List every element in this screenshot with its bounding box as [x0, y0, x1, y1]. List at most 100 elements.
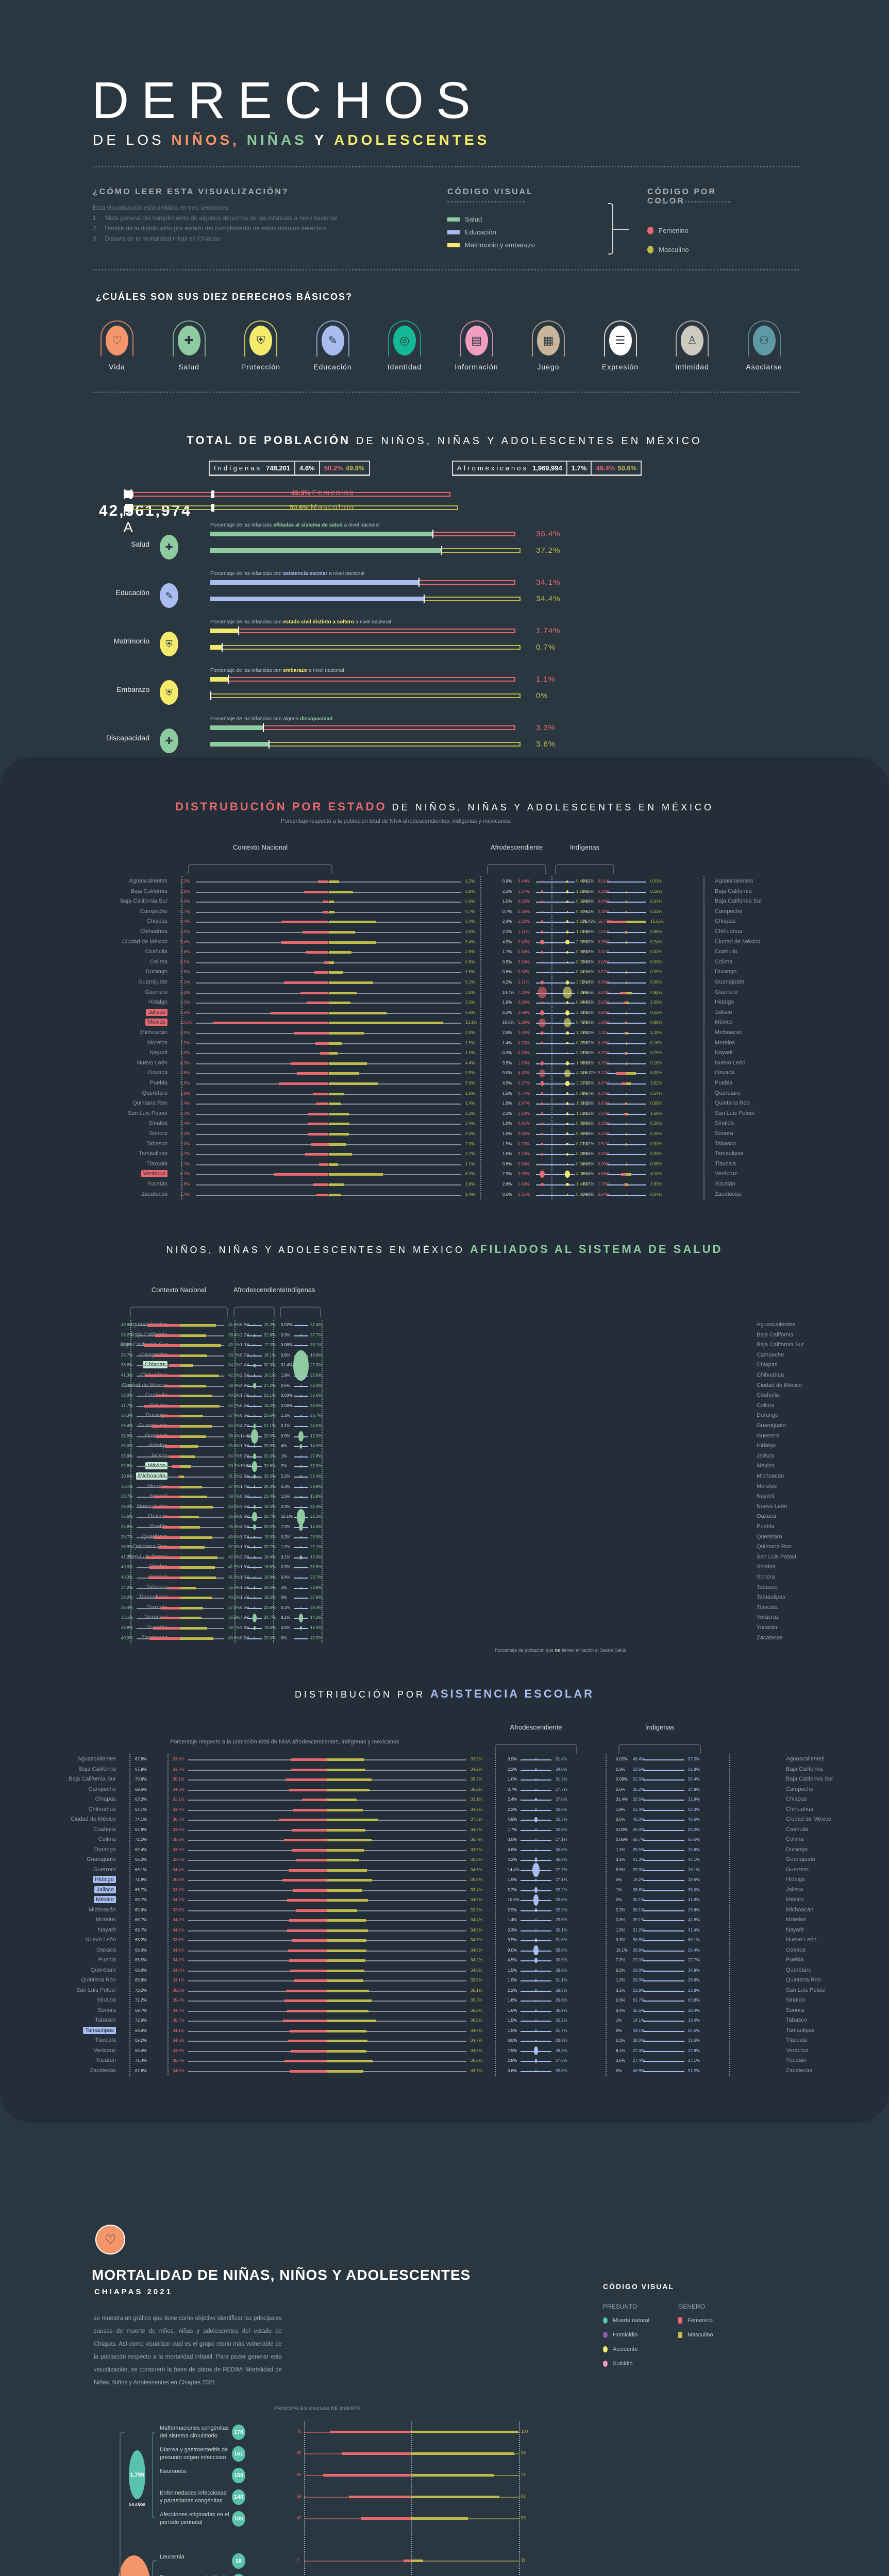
document-icon: ▤	[460, 320, 493, 357]
indigena-track	[643, 1860, 684, 1861]
afro-poblacion: 2.4%	[508, 1797, 517, 1802]
right-item-salud[interactable]: ✚ Salud	[166, 320, 212, 371]
indigena-bar-ninos	[626, 1173, 631, 1176]
right-item-información[interactable]: ▤ Información	[454, 320, 500, 371]
indigena-track	[643, 1870, 684, 1871]
divider	[447, 201, 525, 202]
value-masculino: 37.9%	[228, 1545, 240, 1550]
value-masculino: 38.3%	[228, 1383, 240, 1388]
bar-masculino	[180, 1395, 212, 1398]
visual-code-legend: CÓDIGO VISUAL Salud Educación Matrimonio…	[447, 188, 576, 254]
value-femenino: 0.7%	[180, 909, 190, 914]
afro-no-afiliados: 20.0%	[264, 1635, 276, 1640]
homicidio-dot	[603, 2332, 608, 2338]
afro-poblacion: 0.5%	[508, 1837, 517, 1842]
right-item-asociarse[interactable]: ⚇ Asociarse	[741, 320, 787, 371]
desc-pre: Porcentaje de las infancias con	[210, 668, 283, 673]
value-masculino: 40.2%	[228, 1423, 240, 1428]
state-label: Puebla	[149, 1523, 167, 1530]
bar-masculino	[180, 1476, 184, 1478]
afro-bubble	[535, 1919, 537, 1922]
afro-no-afiliados: 24.7%	[264, 1615, 276, 1620]
indigena-ninas: 30.0%	[633, 2038, 645, 2043]
value-femenino: 38.7%	[121, 1352, 133, 1358]
right-item-educación[interactable]: ✎ Educación	[310, 320, 356, 371]
right-item-vida[interactable]: ♡ Vida	[94, 320, 140, 371]
state-label-right: Quintana Roo	[786, 1977, 821, 1983]
state-label-right: Verácruz	[786, 2047, 809, 2054]
state-label-right: San Luis Potosí	[757, 1553, 797, 1560]
right-item-juego[interactable]: ▦ Juego	[525, 320, 572, 371]
state-label-right: Colima	[786, 1836, 804, 1842]
afro-bubble-ninos	[565, 1081, 569, 1086]
afro-poblacion: 14.4%	[240, 1433, 252, 1438]
indigena-total: 8.16%	[582, 1172, 594, 1177]
state-label: San Luis Potosí	[76, 1987, 116, 1993]
indigena-ninas: 8.12%	[598, 1071, 610, 1076]
value-masculino: 3.0%	[465, 929, 475, 934]
bar-masculino	[180, 1455, 195, 1458]
bar-masculino	[328, 1042, 342, 1045]
bar-masculino	[328, 1072, 359, 1075]
afro-asistencia: 27.5%	[556, 2058, 567, 2063]
bar-masculino	[180, 1606, 203, 1609]
right-item-expresión[interactable]: ☰ Expresión	[597, 320, 644, 371]
how-to-read: ¿CÓMO LEER ESTA VISUALIZACIÓN? Esta visu…	[93, 188, 361, 242]
afro-ninos: 2.52%	[576, 939, 588, 944]
value-masculino: 34.9%	[471, 1897, 482, 1902]
value-masculino: 5.1%	[465, 980, 475, 985]
right-item-protección[interactable]: ⛨ Protección	[238, 320, 284, 371]
afro-ninas: 0.73%	[518, 1141, 530, 1146]
bar-masculino	[180, 1505, 213, 1509]
value-femenino: 1.5%	[180, 1040, 190, 1045]
bar-masculino	[411, 2431, 518, 2433]
bar-masculino	[327, 1979, 364, 1982]
desc-bold: asistencia escolar	[283, 571, 328, 577]
value-masculino: 38.7%	[228, 1494, 240, 1499]
value-femenino: 35.1%	[173, 1777, 184, 1782]
indigena-poblacion: 1.9%	[616, 1807, 626, 1812]
state-label-right: Ciudad de México	[786, 1816, 832, 1822]
value-masculino: 5.4%	[465, 919, 475, 924]
afro-bubble-ninos	[566, 1122, 568, 1125]
afro-bubble	[254, 1496, 255, 1498]
indigena-ninas: 27.4%	[633, 2048, 645, 2053]
indigena-track	[643, 1890, 684, 1891]
bar-femenino	[305, 1153, 329, 1156]
right-item-intimidad[interactable]: ♙ Intimidad	[669, 320, 715, 371]
indigena-poblacion: 8.1%	[616, 2048, 626, 2053]
bar-femenino	[147, 1324, 180, 1327]
person-icon: ♙	[676, 320, 709, 357]
afro-bubble-ninos	[566, 1112, 569, 1115]
state-label: Coahuila	[93, 1826, 116, 1833]
bar-masculino	[327, 1879, 373, 1882]
indigena-poblacion: 0.2%	[281, 1534, 291, 1539]
indigena-track	[294, 1325, 308, 1326]
indigena-total: 1.16%	[582, 970, 594, 975]
afro-bubble-ninas	[541, 1061, 544, 1065]
afro-total: 7.9%	[502, 1172, 512, 1177]
right-item-identidad[interactable]: ◎ Identidad	[381, 320, 428, 371]
indigena-bar-ninos	[626, 1133, 627, 1136]
afro-ninas: 2.59%	[518, 1010, 530, 1015]
value-femenino: 35.4%	[121, 1383, 133, 1388]
value-femenino: 35.0%	[173, 1988, 184, 1993]
bar-masculino	[328, 901, 334, 904]
femenino-dot	[647, 227, 653, 234]
indigena-ninas: 33.5%	[633, 1797, 645, 1802]
value-femenino: 38.2%	[121, 1332, 133, 1337]
value-femenino: 2.8%	[180, 889, 190, 894]
state-label: Sonora	[149, 1130, 167, 1137]
value-masculino: 33.9%	[471, 1757, 482, 1761]
masculino-pop-bar	[133, 505, 458, 510]
afro-ninos: 0.72%	[576, 1040, 588, 1045]
value-femenino: 47	[297, 2516, 301, 2520]
value-femenino: 5.4%	[180, 939, 190, 944]
bar-femenino	[162, 1526, 180, 1529]
afro-ninos: 0.79%	[576, 1091, 588, 1096]
indigena-no-afiliados: 29.4%	[310, 1605, 322, 1610]
bar-masculino	[328, 1052, 338, 1055]
indigena-ninos: 19.6%	[688, 1877, 700, 1882]
indigena-ninas: 0.24%	[598, 1131, 610, 1136]
value-masculino: 4.0%	[465, 1030, 475, 1035]
